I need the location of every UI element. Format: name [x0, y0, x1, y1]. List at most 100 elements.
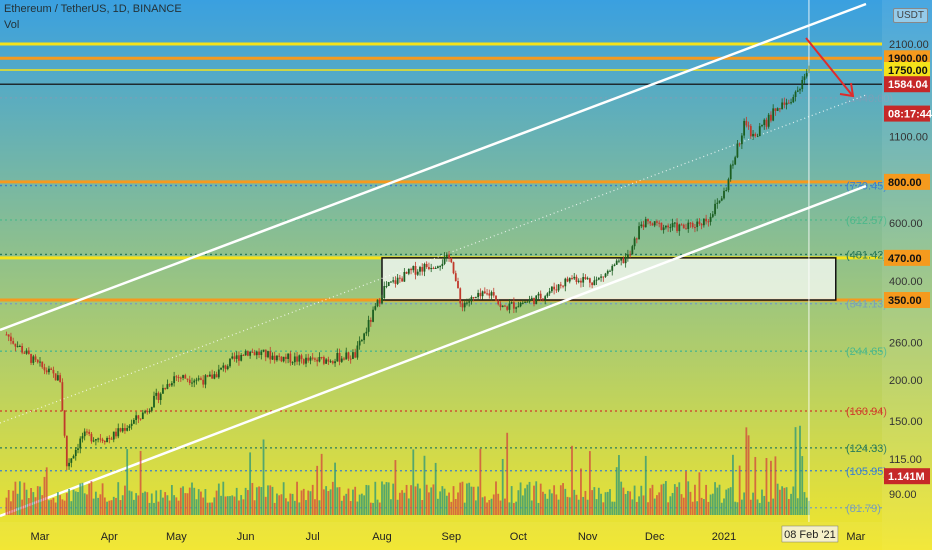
volume-bar	[774, 456, 777, 515]
candle	[343, 356, 345, 361]
volume-bar	[562, 483, 564, 515]
candle	[159, 392, 162, 405]
candle-body	[253, 352, 256, 356]
candle	[43, 363, 46, 375]
candle	[108, 435, 111, 444]
volume-bar	[461, 481, 464, 515]
volume-bar	[526, 484, 529, 515]
volume-bar	[345, 493, 348, 515]
candle	[367, 315, 370, 337]
volume-bar	[289, 493, 292, 515]
volume-bar	[356, 501, 359, 515]
volume-bar	[242, 499, 245, 515]
volume-bar	[419, 488, 421, 515]
volume-bar	[671, 492, 674, 515]
volume-bar	[673, 484, 676, 515]
candle-body	[767, 114, 770, 127]
candle-body	[211, 374, 214, 379]
candle-body	[624, 257, 627, 264]
volume-bar	[557, 499, 560, 515]
candle	[242, 354, 245, 357]
candle	[725, 187, 728, 192]
volume-bar	[720, 502, 723, 515]
candle-body	[352, 352, 354, 359]
candle	[144, 409, 146, 414]
volume-bar	[208, 502, 211, 515]
candle-body	[338, 352, 341, 362]
volume-bar	[714, 482, 716, 515]
volume-bar	[765, 457, 768, 515]
price-tag-6: 350.00	[884, 292, 930, 308]
candle-body	[720, 198, 723, 201]
volume-bar	[177, 500, 180, 515]
candle-body	[499, 304, 502, 308]
candle-body	[148, 410, 151, 412]
candle	[97, 437, 100, 443]
candle	[179, 376, 182, 382]
volume-bar	[298, 502, 301, 515]
candle	[698, 218, 701, 226]
volume-bar	[696, 501, 699, 515]
candle-body	[481, 291, 484, 297]
candle-body	[121, 428, 124, 432]
candle	[723, 187, 725, 200]
candle-body	[316, 359, 319, 362]
volume-bar	[128, 490, 131, 515]
candle-body	[524, 301, 526, 303]
projection-arrow[interactable]	[805, 37, 855, 98]
candle	[593, 276, 596, 286]
currency-button[interactable]: USDT	[892, 8, 928, 23]
candle-body	[466, 302, 468, 304]
candle	[372, 306, 374, 323]
crosshair-date-tag: 08 Feb '21	[781, 525, 839, 543]
candle	[119, 427, 122, 433]
candle-body	[691, 223, 694, 228]
candle-body	[65, 435, 68, 467]
candle	[770, 111, 772, 123]
candle	[56, 371, 59, 381]
volume-bar	[311, 484, 314, 515]
channel-upper-line[interactable]	[0, 2, 867, 332]
volume-bar	[354, 486, 357, 515]
candle	[320, 356, 323, 360]
candle	[191, 377, 193, 388]
candle-body	[184, 375, 187, 379]
volume-bar	[644, 455, 647, 515]
volume-bar	[694, 484, 696, 515]
volume-bar	[74, 491, 77, 515]
candle-body	[571, 277, 573, 279]
candle	[537, 291, 540, 301]
volume-bar	[477, 486, 480, 515]
candle-body	[90, 433, 93, 442]
candle	[296, 351, 298, 365]
candle-body	[761, 125, 763, 127]
volume-indicator-label[interactable]: Vol	[4, 19, 20, 31]
volume-bar	[229, 496, 231, 515]
volume-bar	[369, 502, 372, 515]
candle-body	[39, 361, 41, 363]
candle-body	[229, 358, 231, 367]
candle	[25, 348, 28, 355]
volume-bar	[571, 445, 573, 515]
candle	[217, 364, 220, 379]
volume-bar	[559, 485, 562, 515]
volume-bar	[106, 501, 108, 515]
volume-bar	[63, 500, 66, 515]
volume-bar	[649, 488, 652, 515]
candle	[99, 434, 102, 443]
volume-bar	[144, 491, 146, 515]
candle	[512, 297, 515, 314]
channel-lower-line[interactable]	[0, 184, 867, 518]
candle-body	[126, 428, 129, 431]
volume-bar	[434, 462, 437, 515]
candle	[112, 431, 115, 443]
volume-bar	[546, 498, 549, 515]
candle	[495, 295, 497, 301]
candle-body	[486, 293, 488, 295]
volume-bar	[48, 500, 50, 515]
price-tag-bg	[884, 468, 930, 485]
range-box[interactable]	[381, 257, 837, 301]
candle-body	[582, 277, 585, 283]
